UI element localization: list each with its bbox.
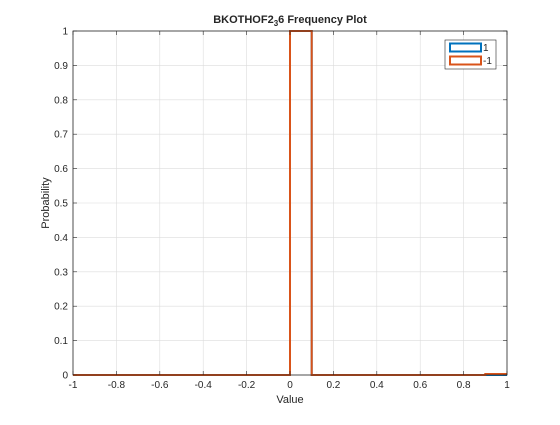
title-end: 6 Frequency Plot xyxy=(278,14,367,26)
x-tick-label: 1 xyxy=(504,380,510,391)
y-tick-label: 0.4 xyxy=(54,233,68,244)
legend-swatch-2 xyxy=(449,55,482,66)
y-tick-label: 0.2 xyxy=(54,302,68,313)
x-tick-label: 0 xyxy=(287,380,293,391)
x-tick-label: -0.2 xyxy=(238,380,256,391)
legend-swatch-1 xyxy=(449,42,482,53)
x-tick-label: -0.6 xyxy=(151,380,169,391)
y-tick-label: 0.9 xyxy=(54,61,68,72)
ticks xyxy=(72,30,508,376)
x-tick-label: -0.8 xyxy=(108,380,126,391)
legend: 1 -1 xyxy=(444,39,497,70)
y-tick-label: 1 xyxy=(62,27,68,38)
y-tick-label: 0.8 xyxy=(54,95,68,106)
y-tick-label: 0 xyxy=(62,371,68,382)
x-tick-label: 0.4 xyxy=(370,380,384,391)
title-main: BKOTHOF2 xyxy=(213,14,274,26)
tick-labels: -1 -0.8 -0.6 -0.4 -0.2 0 0.2 0.4 0.6 0.8 1 0 0.1 0.2 0… xyxy=(54,27,510,392)
y-tick-label: 0.3 xyxy=(54,267,68,278)
x-tick-label: -1 xyxy=(69,380,78,391)
legend-label-1: 1 xyxy=(483,43,489,54)
chart-title: BKOTHOF236 Frequency Plot xyxy=(213,14,367,28)
series-line-2 xyxy=(73,30,507,376)
x-tick-label: 0.8 xyxy=(457,380,471,391)
y-axis-label: Probability xyxy=(40,177,52,229)
y-tick-label: 0.1 xyxy=(54,336,68,347)
x-tick-label: -0.4 xyxy=(195,380,213,391)
y-tick-label: 0.7 xyxy=(54,130,68,141)
x-axis-label: Value xyxy=(276,394,303,406)
title-subscript: 3 xyxy=(274,19,279,28)
y-tick-label: 0.6 xyxy=(54,164,68,175)
x-tick-label: 0.2 xyxy=(326,380,340,391)
y-tick-label: 0.5 xyxy=(54,199,68,210)
x-tick-label: 0.6 xyxy=(413,380,427,391)
legend-label-2: -1 xyxy=(483,56,492,67)
